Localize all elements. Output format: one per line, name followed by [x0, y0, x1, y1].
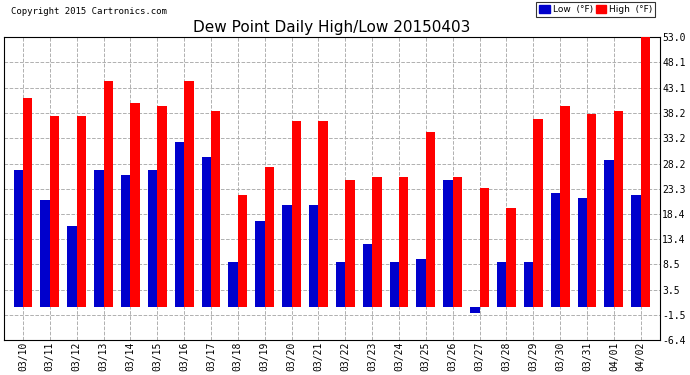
Bar [614, 111, 623, 308]
Bar [228, 261, 238, 308]
Bar [318, 122, 328, 308]
Bar [238, 195, 247, 308]
Bar [282, 206, 292, 308]
Bar [399, 177, 408, 308]
Bar [184, 81, 193, 308]
Bar [453, 177, 462, 308]
Bar [560, 106, 569, 307]
Bar [201, 157, 211, 308]
Text: Copyright 2015 Cartronics.com: Copyright 2015 Cartronics.com [11, 7, 166, 16]
Bar [23, 98, 32, 308]
Bar [14, 170, 23, 308]
Bar [604, 160, 614, 308]
Bar [345, 180, 355, 308]
Legend: Low  (°F), High  (°F): Low (°F), High (°F) [536, 2, 655, 17]
Bar [506, 208, 516, 308]
Bar [211, 111, 220, 308]
Bar [175, 142, 184, 308]
Bar [148, 170, 157, 308]
Bar [94, 170, 104, 308]
Bar [50, 116, 59, 308]
Bar [265, 167, 274, 308]
Bar [641, 37, 650, 308]
Bar [631, 195, 641, 308]
Bar [587, 114, 596, 308]
Bar [121, 175, 130, 308]
Bar [524, 261, 533, 308]
Bar [104, 81, 113, 308]
Bar [480, 188, 489, 308]
Bar [41, 200, 50, 308]
Bar [157, 106, 167, 307]
Bar [551, 193, 560, 308]
Bar [497, 261, 506, 308]
Bar [426, 132, 435, 308]
Bar [390, 261, 399, 308]
Bar [77, 116, 86, 308]
Bar [255, 221, 265, 308]
Bar [444, 180, 453, 308]
Bar [309, 206, 318, 308]
Title: Dew Point Daily High/Low 20150403: Dew Point Daily High/Low 20150403 [193, 20, 471, 34]
Bar [578, 198, 587, 308]
Bar [363, 244, 372, 308]
Bar [372, 177, 382, 308]
Bar [130, 104, 140, 308]
Bar [470, 308, 480, 312]
Bar [68, 226, 77, 308]
Bar [292, 122, 301, 308]
Bar [336, 261, 345, 308]
Bar [533, 119, 543, 308]
Bar [417, 259, 426, 308]
